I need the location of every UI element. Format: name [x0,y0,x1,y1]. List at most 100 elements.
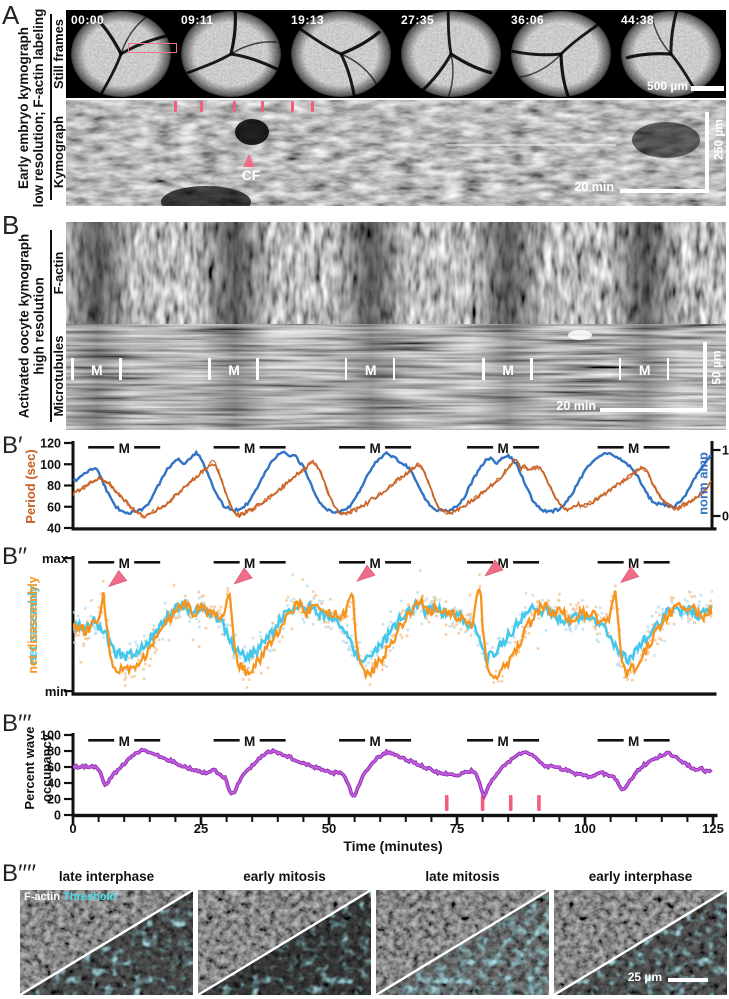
svg-text:40: 40 [47,777,61,791]
svg-text:100: 100 [40,458,61,472]
m-bracket-label: M [119,734,130,749]
timestamp-label: 44:38 [621,13,655,27]
stills-scale-bar [691,86,724,91]
svg-text:50: 50 [322,821,336,836]
svg-text:0: 0 [54,809,61,823]
tile-overlay-labels: F-actin Threshold [24,891,116,903]
embryo-frame [396,10,506,98]
timestamp-label: 19:13 [291,13,325,27]
m-bracket-line [213,561,240,564]
kymograph-event-ticks [66,100,726,120]
timestamp-layer: 00:00 09:11 19:13 27:35 36:06 44:38 [66,10,726,98]
m-bracket-line [259,739,286,742]
m-bracket-line [597,446,624,449]
tile-scale-label: 25 µm [627,970,662,984]
m-bracket-label: M [497,734,508,749]
chart-b2-series [73,569,713,689]
m-bracket-line [134,561,161,564]
m-bracket-line [643,739,670,742]
m-marker-bar [392,358,396,380]
m-bracket-line [467,446,494,449]
timestamp-label: 00:00 [71,13,105,27]
series-norm-amp [73,449,713,516]
kymo-event-tick [233,101,236,112]
y-left-axis-label: Period (sec) [23,449,38,524]
chart-period-normamp: 40 60 80 100 120 0 1 M M M M M [40,437,729,536]
m-bracket-line [385,446,412,449]
m-bracket-label: M [628,441,639,456]
x-axis-label: Time (minutes) [343,838,443,854]
svg-text:0: 0 [69,821,76,836]
panel-a-side-rule [50,14,52,200]
panel-b-side-rule [50,230,52,422]
m-bracket-label: M [244,441,255,456]
m-marker-label: M [91,362,103,378]
m-bracket-line [467,739,494,742]
embryo-frame [286,10,396,98]
tile-title-late-mitosis: late mitosis [425,869,500,884]
panel-b2-label: B′′ [2,543,28,570]
kymo-a-space-scale-label: 250 µm [711,119,725,160]
m-bracket-line [339,446,366,449]
panel-b-row-microtubules: Microtubules [50,335,66,417]
kymo-event-tick [174,101,177,112]
svg-text:80: 80 [47,479,61,493]
m-bracket-line [88,739,115,742]
m-bracket-line [213,739,240,742]
m-marker-bar [666,358,670,380]
m-bracket-line [88,446,115,449]
svg-text:75: 75 [450,821,464,836]
embryo-frame [616,10,726,98]
chart-event-tick [444,795,449,811]
m-bracket-line [339,561,366,564]
series-occupancy [73,748,713,799]
m-bracket-line [339,739,366,742]
panel-b-label: B [2,210,20,240]
svg-text:80: 80 [47,745,61,759]
kymo-b-space-scale-label: 50 µm [709,350,723,385]
kymo-a-space-scale-bar [705,112,709,193]
kymo-b-time-scale-bar [600,408,706,412]
m-bracket-label: M [497,556,508,571]
still-frames-strip [66,10,726,98]
embryo-frame [506,10,616,98]
panel-a-label: A [2,0,20,30]
svg-text:20: 20 [47,793,61,807]
m-bracket-line [513,446,540,449]
m-bracket-line [213,446,240,449]
m-marker-bar [482,358,485,380]
y-axis-label-line1: Percent wave [21,726,37,810]
panel-a-side-line2: low resolution; F-actin labeling [31,8,46,208]
tile-title-early-interphase: early interphase [588,869,693,884]
y-right-axis-label: norm amp [695,452,711,515]
y-axis-label-line2: occupancy [38,734,54,802]
panel-a-side-line1: Early embryo kymograph [16,26,31,190]
m-marker-bar [344,358,348,380]
svg-text:100: 100 [574,821,596,836]
svg-text:0: 0 [722,510,729,524]
tile-early-interphase [554,890,727,995]
svg-text:100: 100 [40,729,61,743]
m-marker-bar [208,358,211,380]
chart-event-tick [537,795,541,811]
panel-a-row-kymograph: Kymograph [50,115,66,189]
spike-arrowhead-icon [484,559,504,577]
m-bracket-label: M [369,734,380,749]
cf-label: CF [241,167,261,183]
panel-a-side-label: Early embryo kymograph low resolution; F… [15,8,47,208]
spike-arrowhead-icon [620,566,640,584]
tile-scale-bar [668,978,708,982]
kymo-a-time-scale-label: 20 min [574,180,614,194]
m-bracket-line [259,446,286,449]
m-marker-bar [71,358,74,380]
m-bracket-label: M [497,441,508,456]
m-bracket-line [259,561,286,564]
kymo-event-tick [200,101,203,112]
svg-text:120: 120 [40,437,61,451]
m-bracket-line [134,739,161,742]
spike-arrowhead-icon [233,567,253,585]
tile-title-late-interphase: late interphase [58,869,155,884]
